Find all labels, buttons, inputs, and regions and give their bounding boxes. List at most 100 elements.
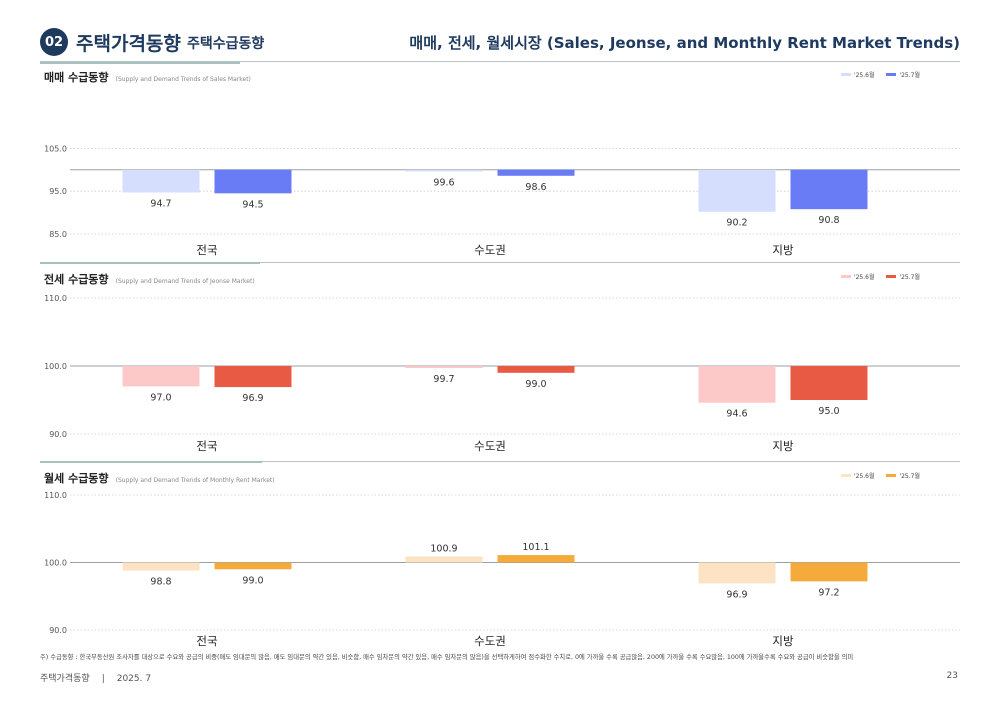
bar-jul (790, 366, 868, 400)
legend-label-jun: '25.6월 (853, 274, 875, 281)
page-header: 02 주택가격동향 주택수급동향 매매, 전세, 월세시장 (Sales, Je… (40, 28, 960, 56)
legend-swatch-jun (840, 474, 851, 477)
y-tick-label: 100.0 (44, 362, 67, 371)
bar-jul (497, 555, 575, 563)
data-label: 94.6 (726, 409, 747, 420)
footer: 주택가격동향 | 2025. 7 (40, 671, 151, 684)
bar-jun (405, 366, 483, 369)
category-label: 지방 (772, 243, 794, 257)
jeonse-bar-chart: 110.0 100.0 90.0 97.0 96.9 전국 99.7 99.0 수도권 94.6 9… (44, 294, 960, 453)
y-tick-label: 110.0 (44, 294, 67, 303)
page-number: 23 (946, 671, 958, 681)
sales-section: 매매 수급동향 (Supply and Demand Trends of Sal… (40, 62, 960, 260)
legend-label-jun: '25.6월 (853, 72, 875, 79)
jeonse-legend: '25.6월 '25.7월 (840, 272, 920, 281)
rent-title-ko: 월세 수급동향 (44, 472, 109, 485)
jeonse-title-ko: 전세 수급동향 (44, 273, 109, 286)
category-label: 전국 (196, 243, 217, 257)
legend-item-jul: '25.7월 (886, 272, 920, 281)
footer-title: 주택가격동향 (40, 674, 90, 684)
legend-label-jun: '25.6월 (853, 473, 875, 480)
data-label: 96.9 (242, 393, 263, 404)
legend-swatch-jun (840, 73, 851, 76)
footnote: 주) 수급동향 : 한국부동산원 조사자를 대상으로 수요와 공급의 비중(매도… (40, 654, 854, 661)
data-label: 94.5 (242, 199, 263, 210)
bar-jul (790, 562, 868, 582)
legend-item-jun: '25.6월 (840, 471, 875, 480)
bar-jul (214, 366, 292, 388)
data-label: 96.9 (726, 589, 747, 600)
section-divider (40, 461, 960, 462)
y-tick-label: 100.0 (44, 559, 67, 568)
bar-jun (698, 562, 776, 584)
bar-jun (698, 366, 776, 403)
legend-label-jul: '25.7월 (899, 274, 920, 281)
bar-jun (122, 169, 200, 193)
sales-title-ko: 매매 수급동향 (44, 71, 109, 84)
legend-label-jul: '25.7월 (899, 72, 920, 79)
jeonse-title-rule (40, 262, 260, 264)
legend-swatch-jul (886, 474, 897, 477)
legend-label-jul: '25.7월 (899, 473, 920, 480)
data-label: 90.2 (726, 218, 747, 229)
section-divider (40, 262, 960, 263)
bar-jun (405, 169, 483, 172)
sales-title-rule (40, 62, 240, 64)
bar-jun (698, 169, 776, 212)
data-label: 100.9 (430, 543, 457, 554)
data-label: 97.0 (150, 392, 171, 403)
footer-date: 2025. 7 (116, 674, 152, 684)
data-label: 99.0 (242, 575, 263, 586)
bar-jul (790, 169, 868, 210)
y-tick-label: 85.0 (49, 230, 67, 239)
rent-section: 월세 수급동향 (Supply and Demand Trends of Mon… (40, 461, 960, 651)
legend-item-jun: '25.6월 (840, 70, 875, 79)
legend-swatch-jul (886, 73, 897, 76)
category-label: 지방 (772, 439, 794, 453)
bar-jul (214, 562, 292, 570)
category-label: 수도권 (474, 439, 506, 453)
data-label: 95.0 (818, 406, 839, 417)
bar-jun (405, 556, 483, 563)
legend-item-jul: '25.7월 (886, 471, 920, 480)
footer-separator: | (101, 674, 105, 684)
bar-jun (122, 366, 200, 387)
legend-item-jun: '25.6월 (840, 272, 875, 281)
section-heading: 매매, 전세, 월세시장 (Sales, Jeonse, and Monthly… (409, 34, 960, 52)
sales-chart-title: 매매 수급동향 (Supply and Demand Trends of Sal… (44, 66, 251, 85)
bar-jul (497, 366, 575, 373)
y-tick-label: 90.0 (49, 626, 67, 635)
category-label: 전국 (196, 634, 217, 648)
page-subtitle: 주택수급동향 (187, 36, 265, 52)
sales-title-en: (Supply and Demand Trends of Sales Marke… (115, 76, 251, 83)
data-label: 90.8 (818, 215, 839, 226)
sales-bar-chart: 105.0 95.0 85.0 94.7 94.5 전국 99.6 98.6 수도권 90.2 90… (44, 144, 960, 257)
data-label: 97.2 (818, 587, 839, 598)
section-number-badge: 02 (40, 28, 68, 56)
data-label: 99.7 (433, 374, 454, 385)
legend-swatch-jul (886, 275, 897, 278)
header-divider (40, 61, 960, 62)
page-title: 주택가격동향 (76, 33, 181, 55)
data-label: 94.7 (150, 198, 171, 209)
legend-item-jul: '25.7월 (886, 70, 920, 79)
rent-title-rule (40, 461, 262, 463)
data-label: 99.0 (525, 379, 546, 390)
category-label: 수도권 (474, 634, 506, 648)
bar-jun (122, 562, 200, 571)
data-label: 99.6 (433, 178, 454, 189)
legend-swatch-jun (840, 275, 851, 278)
jeonse-chart-title: 전세 수급동향 (Supply and Demand Trends of Jeo… (44, 268, 255, 287)
rent-chart-title: 월세 수급동향 (Supply and Demand Trends of Mon… (44, 467, 275, 486)
y-tick-label: 90.0 (49, 430, 67, 439)
sales-legend: '25.6월 '25.7월 (840, 70, 920, 79)
jeonse-section: 전세 수급동향 (Supply and Demand Trends of Jeo… (40, 262, 960, 458)
y-tick-label: 110.0 (44, 491, 67, 500)
data-label: 98.6 (525, 182, 546, 193)
y-tick-label: 105.0 (44, 144, 67, 153)
rent-title-en: (Supply and Demand Trends of Monthly Ren… (115, 477, 275, 484)
y-tick-label: 95.0 (49, 187, 67, 196)
category-label: 수도권 (474, 243, 506, 257)
rent-bar-chart: 110.0 100.0 90.0 98.8 99.0 전국 100.9 101.1 수도권 96.… (44, 491, 960, 648)
category-label: 전국 (196, 439, 217, 453)
